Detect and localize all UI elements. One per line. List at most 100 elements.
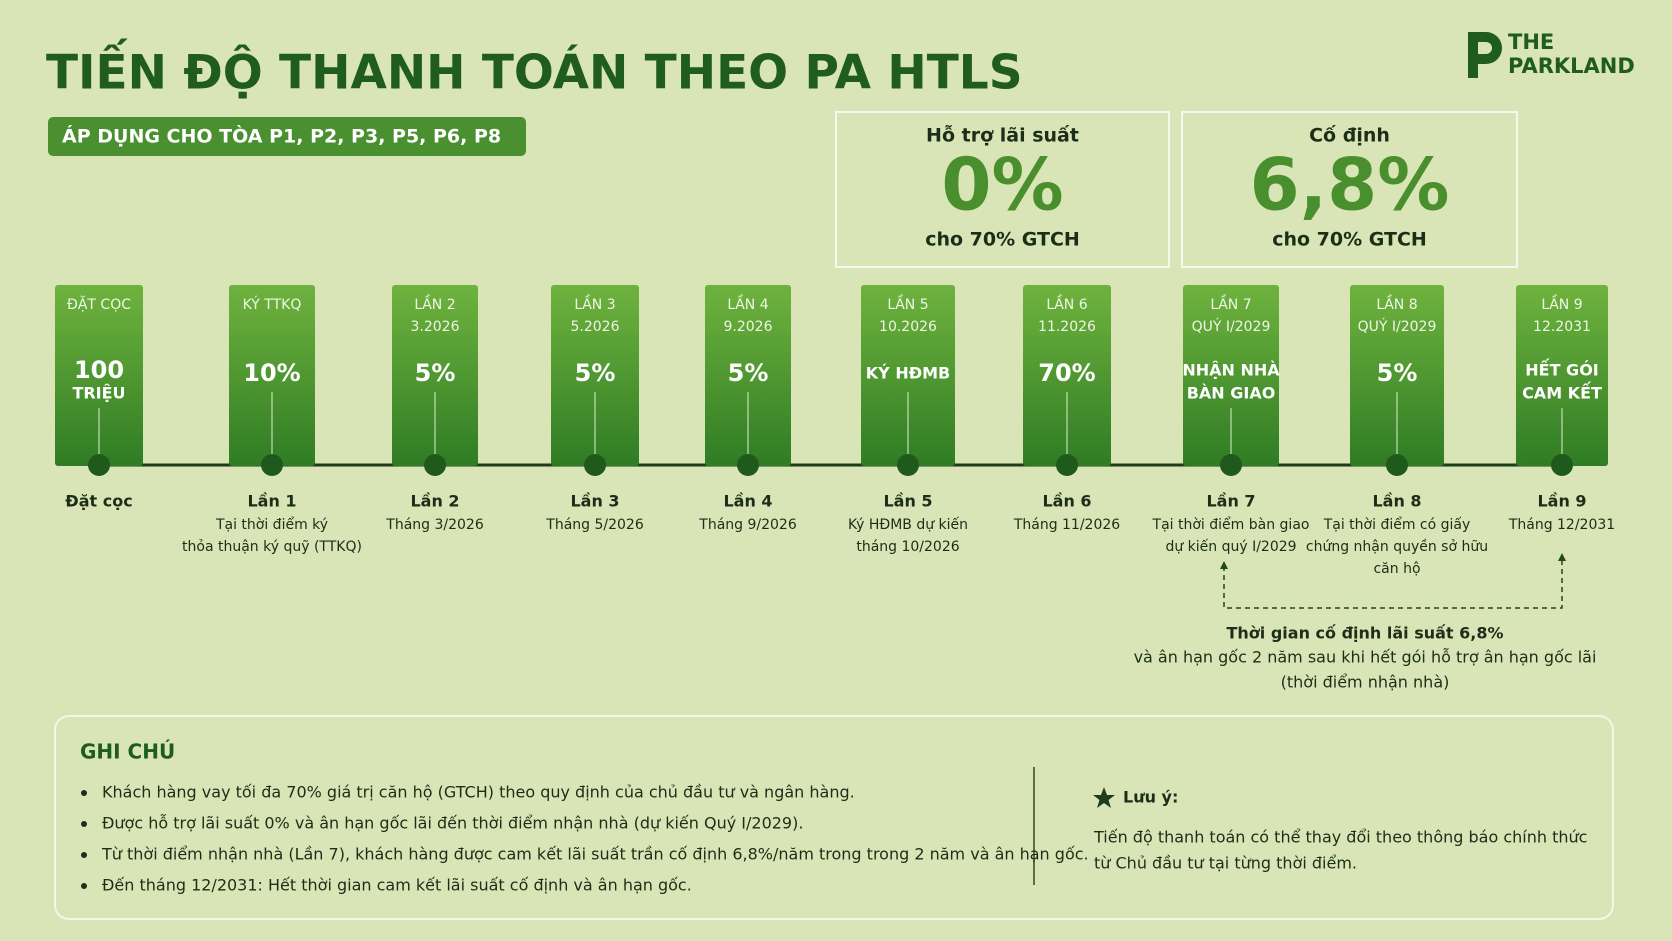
milestone-label: Lần 9 [1537,492,1586,511]
milestone-card [1516,285,1608,466]
bracket-line-text: (thời điểm nhận nhà) [1281,673,1450,692]
milestone-desc: Tại thời điểm ký [215,516,328,533]
notes-title: GHI CHÚ [80,740,175,764]
card-main: 70% [1038,359,1095,387]
card-main: 5% [1377,359,1418,387]
card-main: 100 [74,356,124,384]
timeline-dot [737,454,759,476]
card-main: HẾT GÓI [1525,359,1599,380]
title: TIẾN ĐỘ THANH TOÁN THEO PA HTLS [46,40,1023,101]
rate-note: cho 70% GTCH [925,229,1080,251]
star-icon [1093,787,1115,808]
card-tag: LẦN 3 [574,294,615,313]
milestone-desc: thỏa thuận ký quỹ (TTKQ) [182,539,362,555]
logo-text: PARKLAND [1508,54,1635,78]
caution-text: từ Chủ đầu tư tại từng thời điểm. [1094,854,1357,873]
rate-box [835,111,1170,268]
timeline-dot [88,454,110,476]
bracket-title: Thời gian cố định lãi suất 6,8% [1226,624,1503,643]
milestone-card [1350,285,1444,466]
timeline-dot [584,454,606,476]
bullet [81,821,87,827]
card-main: NHẬN NHÀ [1182,360,1280,380]
timeline-dot [1220,454,1242,476]
subtitle-pill [48,117,526,156]
card-tag: 12.2031 [1533,319,1591,335]
milestone-desc: Ký HĐMB dự kiến [848,516,968,533]
card-main: 5% [728,359,769,387]
card-tag: KÝ TTKQ [243,296,302,313]
card-tag: LẦN 4 [727,294,768,313]
bracket [1223,560,1563,609]
rate-note: cho 70% GTCH [1272,229,1427,251]
milestone-card [1183,285,1279,466]
bracket-line [1223,560,1563,609]
milestone-desc: Tháng 12/2031 [1508,517,1615,533]
milestone-label: Lần 4 [723,492,772,511]
bullet [81,883,87,889]
card-tag: LẦN 2 [414,294,455,313]
milestone-card [861,285,955,466]
note-item: Từ thời điểm nhận nhà (Lần 7), khách hàn… [101,845,1089,864]
card-main: BÀN GIAO [1187,384,1276,403]
milestone-desc: Tháng 5/2026 [545,517,644,533]
milestone-desc: chứng nhận quyền sở hữu [1306,538,1488,555]
card-main: CAM KẾT [1522,382,1602,403]
note-item: Đến tháng 12/2031: Hết thời gian cam kết… [102,876,692,895]
timeline-dot [261,454,283,476]
card-tag: LẦN 9 [1541,294,1582,313]
logo: THE PARKLAND [1468,30,1635,78]
card-tag: 5.2026 [571,319,620,335]
milestone-desc: Tại thời điểm bàn giao [1152,516,1310,533]
card-main: 10% [243,359,300,387]
card-main: 5% [575,359,616,387]
milestone-card [551,285,639,466]
milestone-label: Lần 7 [1206,492,1255,511]
rate-value: 6,8% [1250,143,1450,227]
milestone-desc: căn hộ [1373,561,1420,577]
note-item: Được hỗ trợ lãi suất 0% và ân hạn gốc lã… [102,814,803,833]
rate-label: Hỗ trợ lãi suất [926,123,1079,147]
bullet [81,790,87,796]
milestone-card [705,285,791,466]
card-tag: 3.2026 [411,319,460,335]
timeline-dot [1551,454,1573,476]
card-tag: QUÝ I/2029 [1192,318,1271,335]
card-tag: LẦN 7 [1210,294,1251,313]
timeline-dot [1386,454,1408,476]
notes-box [54,715,1614,920]
milestone-desc: dự kiến quý I/2029 [1165,538,1296,555]
milestone-card [55,285,143,466]
milestone-label: Lần 5 [883,492,932,511]
timeline-dot [1056,454,1078,476]
card-tag: QUÝ I/2029 [1358,318,1437,335]
caution-title: Lưu ý: [1123,788,1178,807]
card-tag: LẦN 6 [1046,294,1087,313]
milestone-label: Lần 3 [570,492,619,511]
milestone-card [392,285,478,466]
card-main: KÝ HĐMB [866,364,950,383]
milestone-label: Lần 6 [1042,492,1091,511]
card-main: 5% [415,359,456,387]
rate-label: Cố định [1309,124,1390,147]
milestone-label: Lần 8 [1372,492,1421,511]
milestone-desc: tháng 10/2026 [856,539,959,555]
rate-value: 0% [941,143,1063,227]
milestone-card [229,285,315,466]
logo-text: THE [1508,30,1554,54]
rate-box [1181,111,1518,268]
logo-mark [1468,32,1502,78]
milestone-desc: Tháng 11/2026 [1013,517,1120,533]
milestone-label: Đặt cọc [65,492,132,511]
note-item: Khách hàng vay tối đa 70% giá trị căn hộ… [102,783,855,802]
bracket-line-text: và ân hạn gốc 2 năm sau khi hết gói hỗ t… [1134,648,1597,667]
milestone-desc: Tại thời điểm có giấy [1323,516,1471,533]
card-tag: ĐẶT CỌC [67,295,131,313]
caution-text: Tiến độ thanh toán có thể thay đổi theo … [1093,828,1587,847]
subtitle: ÁP DỤNG CHO TÒA P1, P2, P3, P5, P6, P8 [62,124,501,148]
card-tag: 9.2026 [724,319,773,335]
card-tag: 11.2026 [1038,319,1096,335]
milestone-card [1023,285,1111,466]
bullet [81,852,87,858]
